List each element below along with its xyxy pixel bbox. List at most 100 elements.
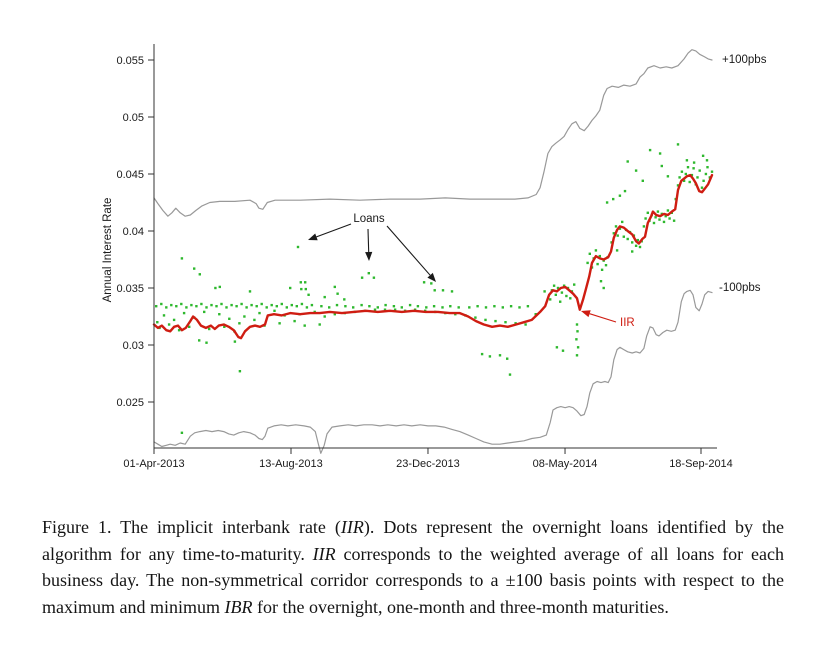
loan-dot [208, 327, 211, 331]
loan-dot [278, 322, 281, 325]
annotation-arrowhead [365, 251, 373, 261]
loan-dot [165, 306, 168, 309]
loan-dot [518, 306, 521, 309]
loan-dot [190, 303, 193, 307]
loan-dot [352, 306, 355, 309]
loan-dot [692, 161, 696, 164]
loan-dot [599, 280, 603, 283]
loan-dot [524, 323, 527, 326]
loan-dot [360, 276, 364, 279]
loan-dot [155, 305, 158, 308]
loan-dot [223, 325, 226, 328]
axes [153, 44, 717, 449]
loan-dot [238, 370, 242, 373]
loan-dot [384, 303, 387, 307]
x-tick-label: 01-Apr-2013 [123, 458, 184, 470]
loan-dot [323, 295, 326, 299]
loan-dot [449, 305, 452, 308]
loan-dot [561, 349, 565, 352]
loan-dot [662, 220, 666, 224]
loan-dot [656, 210, 660, 213]
y-tick-label: 0.03 [123, 340, 144, 352]
loan-dot [393, 308, 397, 311]
loans-annotation: Loans [353, 213, 385, 225]
caption-segment: corresponds to the weighted average of a… [42, 543, 784, 617]
loan-dot [701, 154, 705, 157]
loan-dot [588, 252, 591, 255]
loan-dot [498, 354, 502, 357]
loan-dot [180, 302, 183, 306]
loan-dot [543, 290, 546, 293]
loan-dot [300, 302, 304, 306]
figure-chart-area: 0.025 0.03 0.035 0.04 0.045 0.05 0.055 01-Apr-2… [102, 44, 767, 470]
loan-dot [554, 293, 557, 296]
loan-dot [616, 234, 619, 237]
loan-dot [368, 305, 371, 308]
loan-dot [333, 313, 336, 316]
loan-dot [562, 284, 566, 287]
y-tick-label: 0.025 [116, 397, 144, 409]
loan-dot [618, 227, 622, 230]
loan-dot [230, 303, 233, 307]
loan-dot [710, 170, 714, 173]
loan-dot [618, 194, 622, 197]
loan-dot [383, 308, 387, 311]
loan-dot [258, 311, 261, 315]
loan-dot [299, 281, 302, 284]
loan-dot [555, 346, 559, 349]
loan-dot [698, 169, 701, 172]
loan-dot [210, 303, 213, 307]
loan-dot [654, 216, 657, 219]
loan-dot [198, 339, 201, 342]
loan-dot [664, 215, 667, 218]
loan-dot [488, 355, 492, 358]
loan-dot [328, 306, 331, 309]
loan-dot [193, 267, 196, 270]
loan-dot [642, 225, 646, 228]
iir-line [152, 173, 714, 340]
loan-dot [576, 346, 580, 349]
loan-dot [560, 291, 564, 294]
loan-dot [634, 244, 638, 247]
loan-dot [333, 285, 336, 289]
loan-dot [250, 303, 253, 307]
loan-dot [367, 272, 370, 275]
loan-dot [648, 148, 652, 152]
loan-dot [684, 172, 687, 176]
loan-dot [180, 257, 184, 260]
loan-dot [320, 305, 323, 308]
loan-dot [666, 175, 670, 178]
loan-dot [594, 249, 598, 252]
loan-dot [280, 302, 283, 306]
loan-dot [658, 152, 662, 155]
x-tick-label: 08-May-2014 [533, 458, 598, 470]
loan-dot [198, 273, 201, 276]
loan-dot [573, 283, 576, 286]
loan-dot [706, 166, 709, 169]
loan-dot [504, 321, 507, 324]
loan-dot [425, 306, 428, 309]
loan-dot [205, 306, 208, 309]
loan-dot [343, 298, 346, 301]
loan-dot [344, 305, 347, 308]
loan-dot [634, 169, 638, 172]
loan-dot [289, 286, 292, 290]
y-tick-label: 0.05 [123, 112, 144, 124]
loan-dot [233, 340, 237, 343]
loan-dot [692, 167, 695, 170]
loan-dot [180, 431, 184, 434]
loan-dot [156, 321, 159, 324]
loan-dot [203, 310, 206, 314]
loan-dot [188, 325, 191, 328]
loan-dot [468, 306, 471, 309]
annotation-arrowhead [308, 233, 318, 241]
loan-dot [631, 250, 634, 253]
loan-dot [602, 286, 605, 290]
loan-dot [235, 305, 238, 308]
loan-dot [248, 290, 252, 293]
loan-dot [304, 287, 307, 291]
loan-dot [307, 293, 310, 296]
loan-dot [273, 309, 276, 312]
upper-corridor-line [153, 49, 713, 217]
loan-dot [682, 179, 686, 182]
